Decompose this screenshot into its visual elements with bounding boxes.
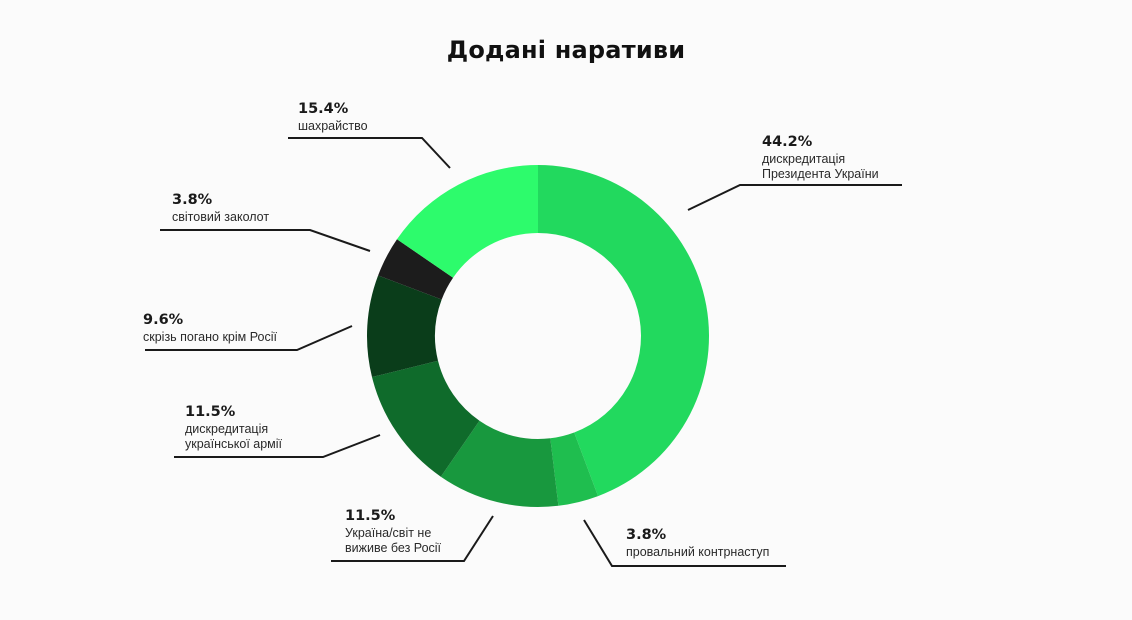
slice-category-label: Україна/світ не xyxy=(345,526,431,540)
leader-line-5 xyxy=(145,325,353,351)
slice-category-label: скрізь погано крім Росії xyxy=(143,330,277,344)
donut-slice-6 xyxy=(378,239,454,300)
slice-category-label: шахрайство xyxy=(298,119,368,133)
slice-value-label: 9.6% xyxy=(143,312,184,328)
leader-line-3 xyxy=(331,515,494,562)
slice-value-label: 3.8% xyxy=(172,192,213,208)
leader-lines xyxy=(145,137,902,567)
donut-slice-2 xyxy=(550,432,599,506)
donut-slice-7 xyxy=(396,165,538,278)
donut-slice-5 xyxy=(367,275,442,378)
leader-line-6 xyxy=(160,229,371,252)
slice-value-label: 11.5% xyxy=(185,404,236,420)
slice-category-label: виживе без Росії xyxy=(345,541,442,555)
leader-line-2 xyxy=(583,519,786,567)
slice-category-label: світовий заколот xyxy=(172,210,269,224)
slice-value-label: 11.5% xyxy=(345,508,396,524)
leader-line-4 xyxy=(174,434,381,458)
leader-line-1 xyxy=(687,184,902,211)
slice-category-label: дискредитація xyxy=(185,422,268,436)
donut-slices xyxy=(367,165,709,507)
donut-slice-1 xyxy=(538,165,709,497)
donut-slice-4 xyxy=(371,360,480,477)
slice-value-label: 44.2% xyxy=(762,134,813,150)
slice-category-label: Президента України xyxy=(762,167,879,181)
slice-category-label: провальний контрнаступ xyxy=(626,545,769,559)
slice-category-label: дискредитація xyxy=(762,152,845,166)
slice-category-label: української армії xyxy=(185,437,283,451)
chart-title: Додані наративи xyxy=(446,36,686,64)
slice-value-label: 15.4% xyxy=(298,101,349,117)
slice-value-label: 3.8% xyxy=(626,527,667,543)
donut-slice-3 xyxy=(440,420,559,507)
leader-line-7 xyxy=(288,137,451,169)
